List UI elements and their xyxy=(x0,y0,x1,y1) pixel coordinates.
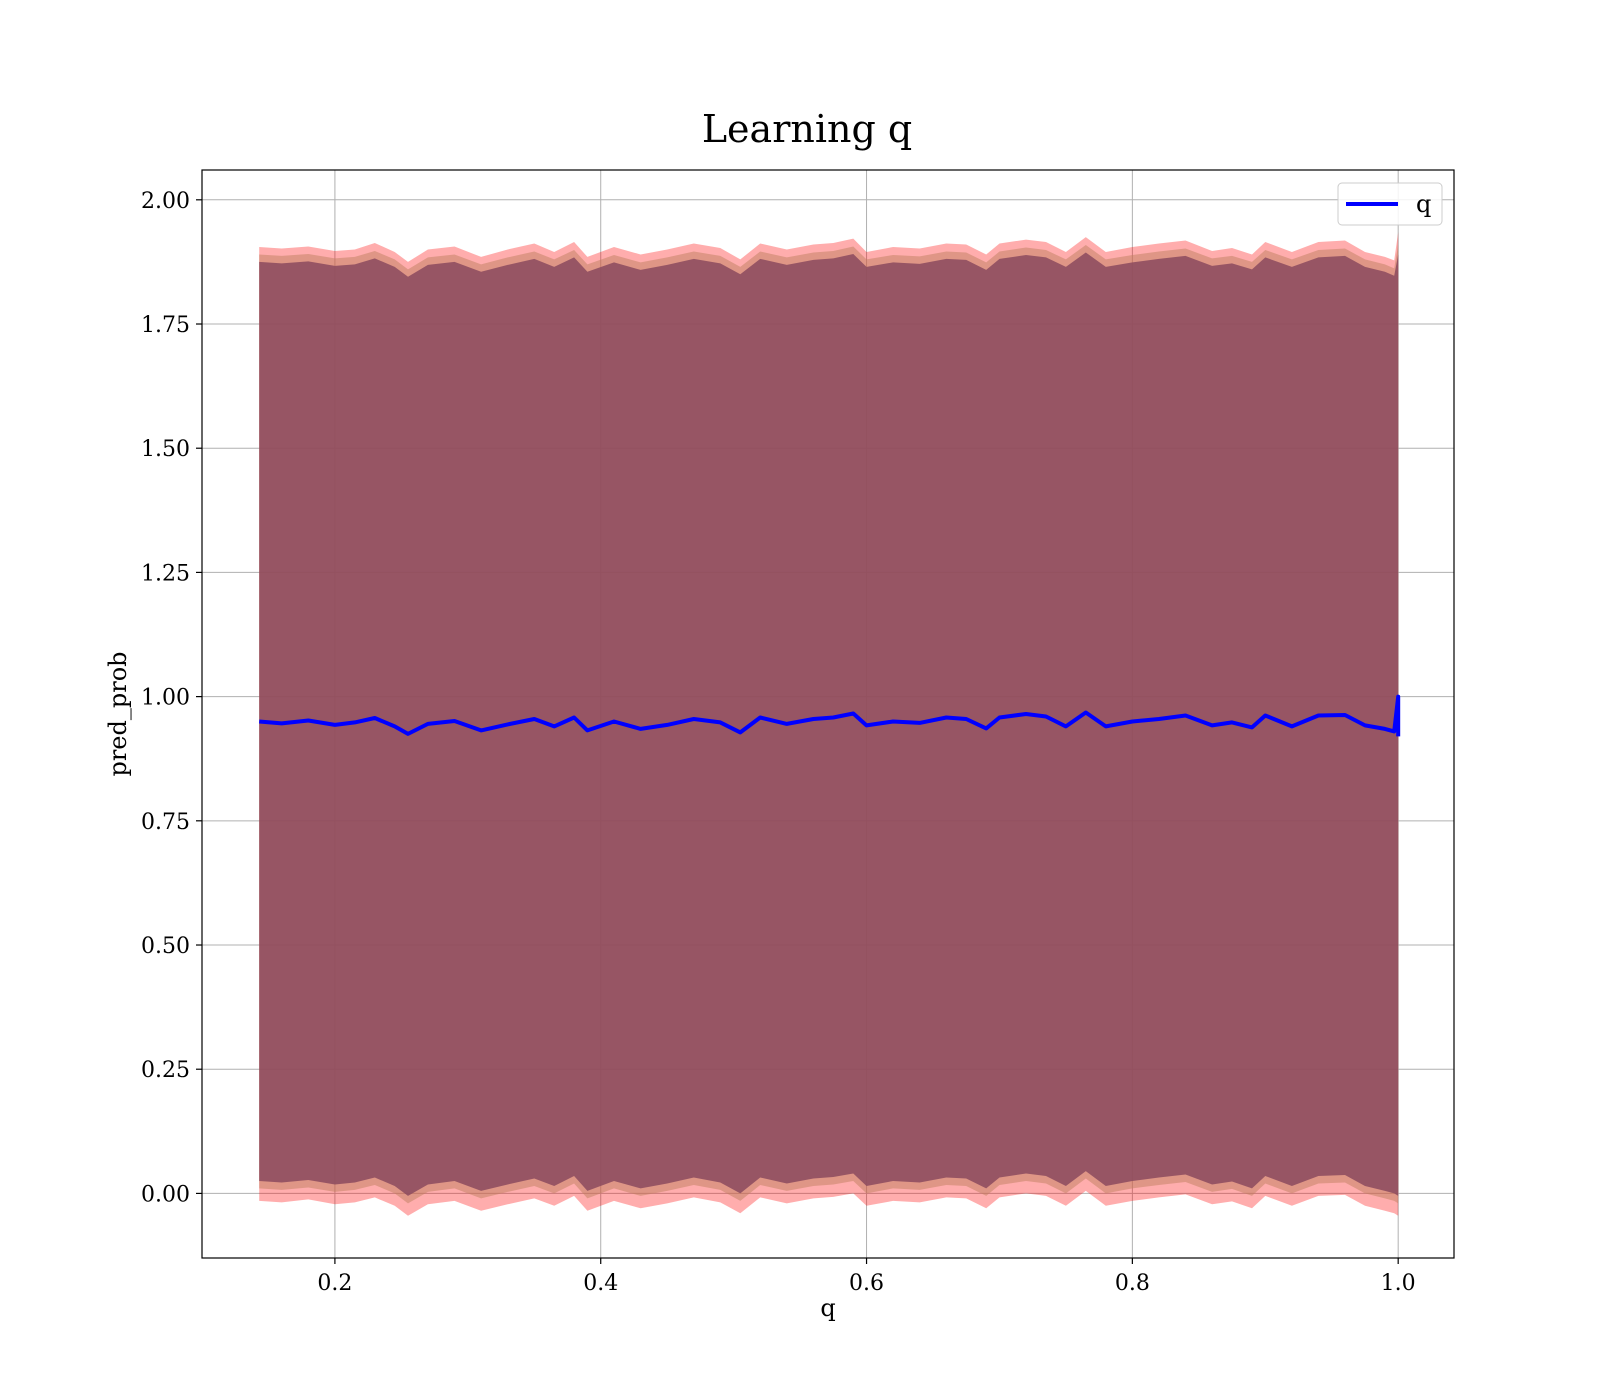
confidence-bands xyxy=(259,232,1399,1216)
confidence-band-2 xyxy=(259,252,1399,1196)
chart-title: Learning q xyxy=(702,107,912,151)
y-tick-label: 0.25 xyxy=(141,1058,190,1083)
y-tick-label: 2.00 xyxy=(141,189,190,214)
x-tick-label: 1.0 xyxy=(1381,1271,1416,1296)
legend-label-q: q xyxy=(1416,190,1431,218)
series-line-q xyxy=(259,694,1401,737)
x-axis-ticks: 0.2 0.4 0.6 0.8 1.0 xyxy=(317,1258,1416,1296)
legend: q xyxy=(1337,182,1443,226)
y-tick-label: 1.00 xyxy=(141,686,190,711)
y-tick-label: 1.75 xyxy=(141,313,190,338)
plot-frame xyxy=(201,169,1455,1259)
series-lines xyxy=(259,694,1401,737)
y-tick-label: 1.25 xyxy=(141,561,190,586)
y-axis-label: pred_prob xyxy=(104,651,132,776)
x-tick-label: 0.6 xyxy=(849,1271,884,1296)
y-tick-label: 0.75 xyxy=(141,810,190,835)
y-tick-label: 0.00 xyxy=(141,1182,190,1207)
x-axis-label: q xyxy=(820,1294,835,1322)
x-tick-label: 0.8 xyxy=(1115,1271,1150,1296)
y-axis-ticks: 0.00 0.25 0.50 0.75 1.00 1.25 1.50 1.75 2.00 xyxy=(141,189,202,1207)
y-tick-label: 1.50 xyxy=(141,437,190,462)
x-tick-label: 0.2 xyxy=(317,1271,352,1296)
x-tick-label: 0.4 xyxy=(583,1271,618,1296)
y-tick-label: 0.50 xyxy=(141,934,190,959)
